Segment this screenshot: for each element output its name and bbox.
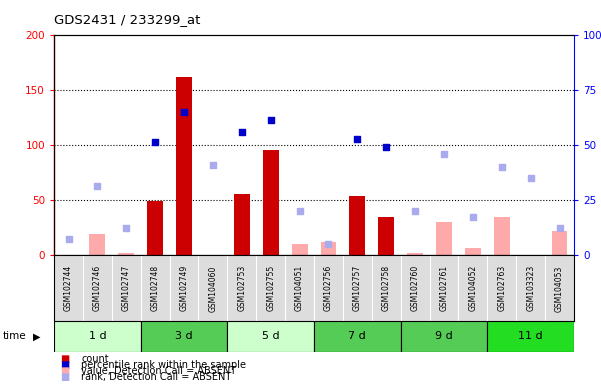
FancyBboxPatch shape	[227, 321, 314, 352]
Bar	[552, 231, 567, 255]
Text: ■: ■	[60, 354, 69, 364]
Text: ■: ■	[60, 366, 69, 376]
Bar	[378, 217, 394, 255]
Bar	[147, 201, 163, 255]
Point	[468, 214, 478, 220]
Bar	[176, 224, 192, 255]
Text: ■: ■	[60, 372, 69, 382]
Point	[294, 208, 304, 214]
Bar	[291, 244, 308, 255]
Text: ▶: ▶	[33, 331, 40, 341]
Text: GDS2431 / 233299_at: GDS2431 / 233299_at	[54, 13, 201, 26]
Bar	[118, 253, 134, 255]
Point	[439, 151, 449, 157]
Text: GSM102748: GSM102748	[151, 265, 160, 311]
Text: 11 d: 11 d	[518, 331, 543, 341]
Text: GSM104052: GSM104052	[468, 265, 477, 311]
Point	[179, 109, 189, 115]
Point	[526, 175, 535, 181]
Text: percentile rank within the sample: percentile rank within the sample	[81, 360, 246, 370]
Point	[497, 164, 507, 170]
Point	[93, 183, 102, 189]
Point	[266, 116, 275, 122]
Text: GSM102760: GSM102760	[410, 265, 419, 311]
Point	[555, 225, 564, 231]
Point	[324, 241, 334, 247]
Bar	[436, 222, 452, 255]
Text: ■: ■	[60, 360, 69, 370]
Point	[64, 236, 73, 242]
Text: time: time	[3, 331, 26, 341]
Text: GSM102747: GSM102747	[122, 265, 131, 311]
Bar	[320, 242, 337, 255]
Text: GSM102755: GSM102755	[266, 265, 275, 311]
Text: GSM102753: GSM102753	[237, 265, 246, 311]
Text: GSM102757: GSM102757	[353, 265, 362, 311]
Bar	[494, 217, 510, 255]
Text: 7 d: 7 d	[349, 331, 366, 341]
Text: 9 d: 9 d	[435, 331, 453, 341]
Bar	[90, 234, 105, 255]
Text: GSM104053: GSM104053	[555, 265, 564, 311]
Point	[382, 144, 391, 150]
Text: GSM102744: GSM102744	[64, 265, 73, 311]
Point	[208, 162, 218, 168]
Point	[121, 225, 131, 231]
Bar	[349, 196, 365, 255]
Point	[353, 136, 362, 142]
Text: GSM102763: GSM102763	[497, 265, 506, 311]
Text: GSM102749: GSM102749	[180, 265, 189, 311]
Text: GSM104051: GSM104051	[295, 265, 304, 311]
Text: 1 d: 1 d	[88, 331, 106, 341]
FancyBboxPatch shape	[314, 321, 401, 352]
Point	[410, 208, 420, 214]
Bar	[234, 194, 250, 255]
Text: GSM104060: GSM104060	[209, 265, 218, 311]
Text: 3 d: 3 d	[175, 331, 193, 341]
FancyBboxPatch shape	[487, 321, 574, 352]
Text: GSM102756: GSM102756	[324, 265, 333, 311]
Text: rank, Detection Call = ABSENT: rank, Detection Call = ABSENT	[81, 372, 231, 382]
Bar	[263, 151, 279, 255]
Text: GSM102758: GSM102758	[382, 265, 391, 311]
Bar	[407, 253, 423, 255]
Text: 5 d: 5 d	[262, 331, 279, 341]
Text: GSM102761: GSM102761	[439, 265, 448, 311]
Text: value, Detection Call = ABSENT: value, Detection Call = ABSENT	[81, 366, 236, 376]
Bar	[465, 248, 481, 255]
Text: GSM103323: GSM103323	[526, 265, 535, 311]
FancyBboxPatch shape	[401, 321, 487, 352]
FancyBboxPatch shape	[54, 321, 141, 352]
Text: GSM102746: GSM102746	[93, 265, 102, 311]
Point	[150, 139, 160, 145]
Bar	[176, 76, 192, 255]
FancyBboxPatch shape	[141, 321, 227, 352]
Point	[237, 129, 246, 135]
Text: count: count	[81, 354, 109, 364]
